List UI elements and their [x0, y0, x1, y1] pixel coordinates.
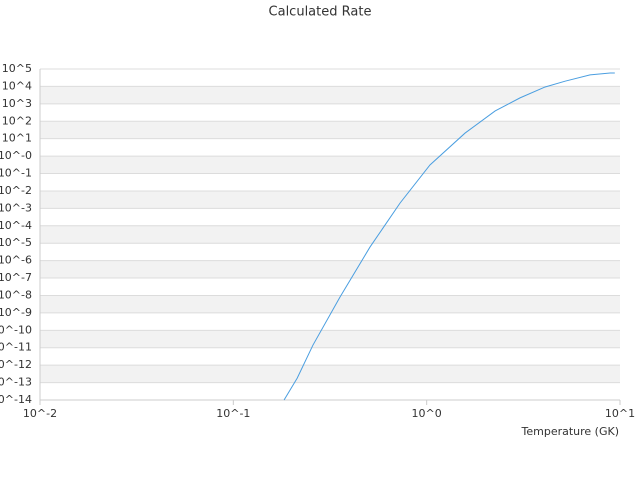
grid-band	[40, 260, 620, 279]
grid-band	[40, 121, 620, 139]
grid-band	[40, 86, 620, 104]
y-tick-label: 10^-12	[0, 358, 32, 371]
y-tick-label: 10^2	[2, 114, 32, 127]
y-tick-label: 10^5	[2, 62, 32, 75]
data-line	[283, 72, 615, 401]
y-tick-label: 10^3	[2, 97, 32, 110]
y-tick-label: 10^-5	[0, 236, 32, 249]
y-tick-label: 10^-1	[0, 167, 32, 180]
y-tick-label: 10^-14	[0, 393, 32, 406]
y-tick-label: 10^-7	[0, 271, 32, 284]
y-tick-label: 10^-11	[0, 341, 32, 354]
grid-band	[40, 365, 620, 383]
x-tick-label: 10^-1	[216, 407, 250, 420]
y-tick-label: 10^-6	[0, 254, 32, 267]
y-tick-label: 10^-8	[0, 288, 32, 301]
x-tick-label: 10^0	[412, 407, 442, 420]
grid-band	[40, 225, 620, 244]
x-tick-label: 10^1	[605, 407, 635, 420]
grid-band	[40, 295, 620, 313]
y-tick-label: 10^-3	[0, 201, 32, 214]
y-tick-label: 10^-4	[0, 219, 32, 232]
y-tick-label: 10^1	[2, 132, 32, 145]
x-tick-label: 10^-2	[23, 407, 57, 420]
grid-band	[40, 190, 620, 209]
y-tick-label: 10^-10	[0, 323, 32, 336]
y-tick-label: 10^-13	[0, 376, 32, 389]
y-tick-label: 10^-0	[0, 149, 32, 162]
x-axis-label: Temperature (GK)	[521, 425, 620, 438]
grid-band	[40, 330, 620, 348]
chart-title: Calculated Rate	[269, 5, 372, 20]
grid-band	[40, 156, 620, 174]
y-tick-label: 10^4	[2, 79, 32, 92]
y-tick-label: 10^-9	[0, 306, 32, 319]
y-tick-label: 10^-2	[0, 184, 32, 197]
